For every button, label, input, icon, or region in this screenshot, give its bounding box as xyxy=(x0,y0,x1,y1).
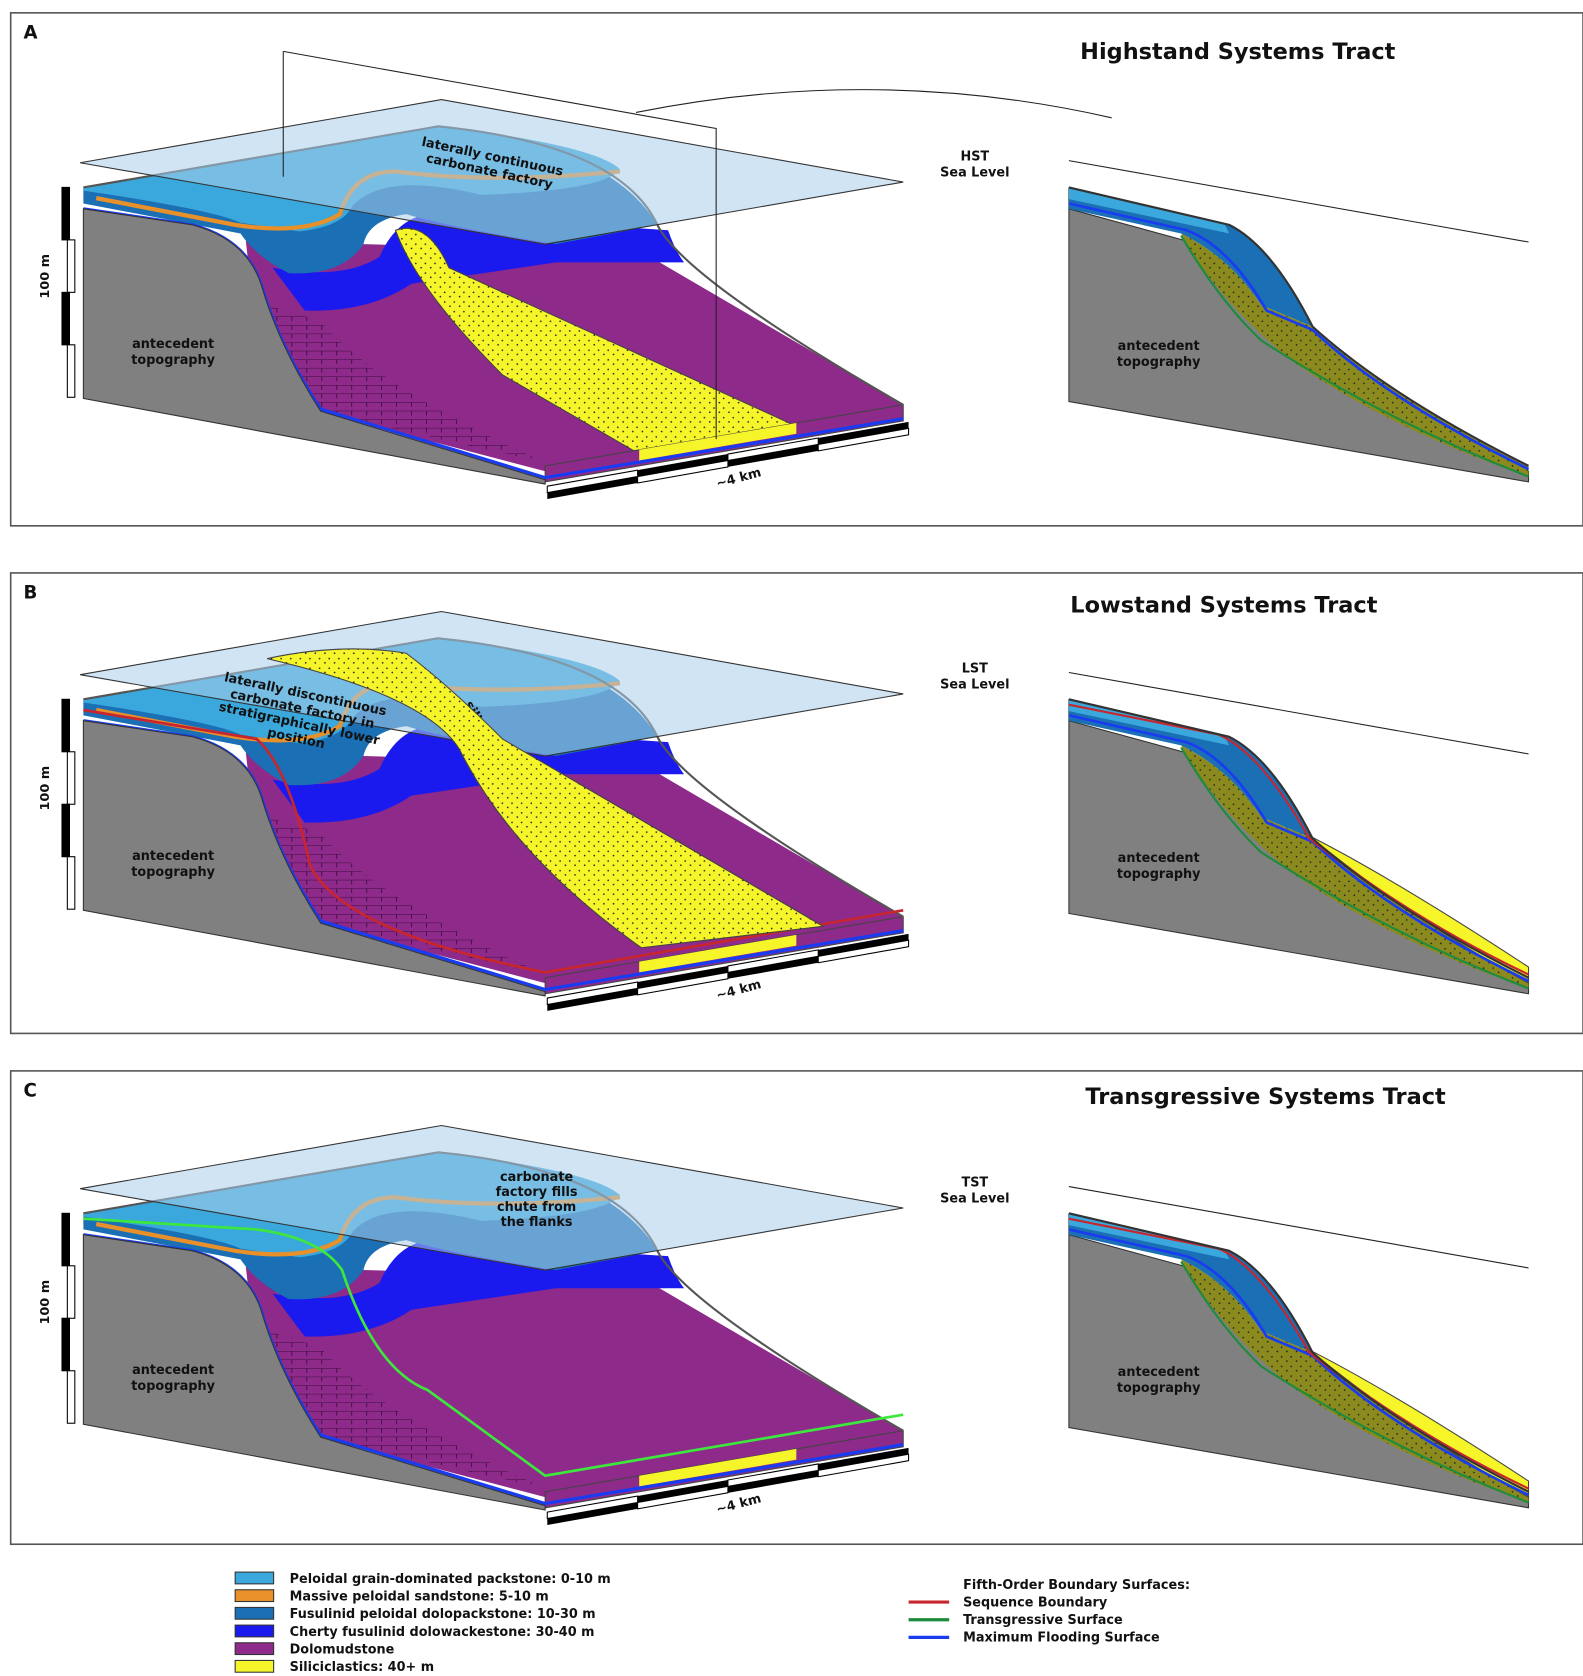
annotation: carbonate xyxy=(500,1170,573,1185)
scale-segment xyxy=(62,292,69,344)
scale-segment xyxy=(62,1213,69,1265)
unit-label: antecedent xyxy=(1118,851,1200,866)
unit-label: topography xyxy=(1117,355,1201,370)
unit-label: topography xyxy=(131,865,215,880)
scale-segment xyxy=(62,187,69,239)
unit-label: topography xyxy=(1117,867,1201,882)
legend-label: Fusulinid peloidal dolopackstone: 10-30 … xyxy=(290,1607,596,1622)
panel-label: C xyxy=(24,1081,37,1102)
panel-label: A xyxy=(24,23,38,44)
scale-segment xyxy=(67,752,74,804)
scale-segment xyxy=(62,699,69,751)
canvas: A Highstand Systems Tract 100 m ~4 km antece… xyxy=(11,13,1583,1675)
vertical-scale-label: 100 m xyxy=(38,254,53,299)
legend-label: Siliciclastics: 40+ m xyxy=(290,1660,434,1675)
unit-label: topography xyxy=(131,1379,215,1394)
panel-title: Lowstand Systems Tract xyxy=(1070,593,1377,619)
scale-segment xyxy=(67,1266,74,1318)
scale-segment xyxy=(67,1371,74,1423)
unit-label: antecedent xyxy=(132,849,214,864)
sea-level-label: Sea Level xyxy=(940,1192,1009,1207)
horizontal-scale-label: ~4 km xyxy=(715,1491,763,1517)
vertical-scale-label: 100 m xyxy=(38,766,53,811)
sea-level-label: LST xyxy=(962,662,988,677)
unit-label: antecedent xyxy=(1118,339,1200,354)
panel-title: Highstand Systems Tract xyxy=(1080,39,1395,65)
panel: A Highstand Systems Tract 100 m ~4 km antece… xyxy=(11,13,1583,526)
unit-label: topography xyxy=(131,353,215,368)
unit-label: topography xyxy=(1117,1381,1201,1396)
legend-label: Massive peloidal sandstone: 5-10 m xyxy=(290,1589,549,1604)
legend-label: Cherty fusulinid dolowackestone: 30-40 m xyxy=(290,1625,595,1640)
scale-segment xyxy=(67,857,74,909)
sea-level-label: Sea Level xyxy=(940,166,1009,181)
legend-swatch xyxy=(235,1625,273,1637)
scale-segment xyxy=(62,804,69,856)
figure: A Highstand Systems Tract 100 m ~4 km antece… xyxy=(0,0,1583,1676)
scale-segment xyxy=(67,240,74,292)
sea-level-label: TST xyxy=(961,1176,988,1191)
legend-label: Transgressive Surface xyxy=(963,1613,1123,1628)
legend-label: Maximum Flooding Surface xyxy=(963,1631,1160,1646)
annotation: factory fills xyxy=(496,1185,578,1200)
unit-label: antecedent xyxy=(1118,1365,1200,1380)
panel-label: B xyxy=(24,583,38,604)
legend-label: Sequence Boundary xyxy=(963,1595,1108,1610)
sea-level-label: Sea Level xyxy=(940,678,1009,693)
annotation: chute from xyxy=(497,1200,576,1215)
sea-level-label: HST xyxy=(960,150,989,165)
annotation: the flanks xyxy=(501,1215,573,1230)
legend-label: Dolomudstone xyxy=(290,1642,395,1657)
vertical-scale-label: 100 m xyxy=(38,1280,53,1325)
legend-swatch xyxy=(235,1572,273,1584)
panel-title: Transgressive Systems Tract xyxy=(1085,1084,1446,1110)
legend-swatch xyxy=(235,1643,273,1655)
legend-title: Fifth-Order Boundary Surfaces: xyxy=(963,1578,1190,1593)
legend-label: Peloidal grain-dominated packstone: 0-10… xyxy=(290,1572,611,1587)
scale-segment xyxy=(62,1318,69,1370)
legend-swatch xyxy=(235,1590,273,1602)
panel: B Lowstand Systems Tract 100 m ~4 km anteced… xyxy=(11,573,1583,1033)
horizontal-scale-label: ~4 km xyxy=(715,977,763,1003)
legend-swatch xyxy=(235,1607,273,1619)
legend-swatch xyxy=(235,1660,273,1672)
unit-label: antecedent xyxy=(132,337,214,352)
unit-label: antecedent xyxy=(132,1363,214,1378)
horizontal-scale-label: ~4 km xyxy=(715,465,763,491)
scale-segment xyxy=(67,345,74,397)
